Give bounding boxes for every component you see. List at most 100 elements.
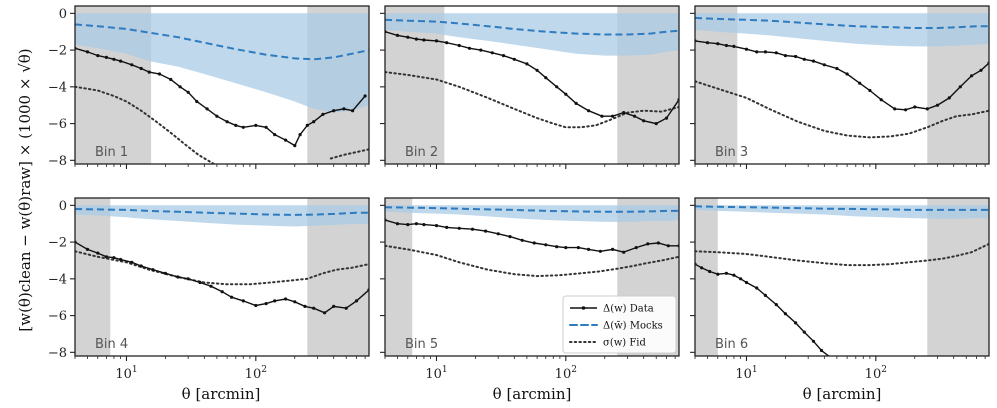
mocks-mean-line: [695, 205, 989, 211]
data-point: [925, 107, 929, 111]
data-point: [732, 273, 736, 277]
data-point: [363, 94, 367, 98]
data-point: [716, 272, 720, 276]
data-point: [230, 295, 234, 299]
data-point: [970, 74, 974, 78]
data-point: [716, 42, 720, 46]
y-tick-label: −4: [48, 272, 67, 287]
data-point: [520, 238, 524, 242]
panel-frame: [694, 5, 990, 165]
data-point: [130, 63, 134, 67]
data-point: [434, 224, 439, 228]
data-point: [264, 302, 268, 306]
data-point: [85, 50, 90, 54]
fiducial-line: [695, 242, 989, 267]
data-point: [555, 245, 559, 249]
data-point: [512, 57, 516, 61]
x-axis-label-col-2: θ [arcmin]: [493, 385, 572, 403]
mocks-scatter-band: [75, 13, 369, 113]
data-point: [732, 44, 736, 49]
data-point: [576, 246, 581, 250]
bin-label: Bin 6: [715, 337, 748, 352]
panel-frame: [74, 5, 370, 165]
data-point: [130, 260, 134, 264]
data-point: [273, 299, 277, 303]
panel-bin-4: 101 102 0 −2 −4 −6 −8 Bin 4: [48, 197, 370, 382]
y-tick-label: −8: [48, 346, 67, 361]
data-point: [298, 133, 302, 137]
fiducial-line: [75, 250, 369, 286]
data-point: [157, 72, 162, 76]
data-point: [700, 266, 704, 270]
data-point: [783, 54, 788, 58]
data-point: [913, 105, 917, 109]
data-point: [395, 222, 400, 226]
data-point: [119, 59, 123, 63]
bin-label: Bin 1: [95, 145, 128, 160]
data-point: [666, 244, 670, 248]
data-point: [422, 223, 426, 227]
mocks-mean-line: [75, 208, 369, 216]
data-point: [332, 109, 336, 113]
mocks-scatter-band: [695, 13, 989, 47]
data-point: [104, 255, 108, 259]
x-tick-label: 101: [115, 365, 137, 382]
data-point: [351, 109, 355, 113]
data-point: [822, 63, 826, 67]
mocks-mean-line: [385, 18, 679, 36]
data-point: [414, 222, 418, 226]
panel-bin-3: Bin 3: [690, 5, 990, 169]
data-point: [186, 90, 190, 94]
data-point: [724, 271, 729, 275]
data-point: [209, 284, 213, 288]
data-point: [811, 59, 816, 63]
y-tick-label: −2: [48, 44, 67, 59]
data-point: [724, 43, 729, 48]
data-point: [708, 269, 712, 274]
data-point: [254, 303, 258, 308]
data-point: [220, 290, 224, 294]
data-point: [241, 125, 245, 129]
fiducial-line: [695, 80, 989, 139]
data-point: [457, 43, 461, 48]
data-point: [273, 133, 277, 137]
data-point: [119, 257, 123, 262]
x-tick-label: 101: [735, 365, 757, 382]
mocks-mean-line: [695, 16, 989, 29]
data-point: [622, 111, 626, 115]
data-point: [544, 243, 548, 247]
data-point: [739, 277, 743, 281]
bin-label: Bin 2: [405, 145, 438, 160]
data-point: [587, 109, 591, 113]
bin-label: Bin 4: [95, 337, 128, 352]
y-tick-label: −6: [48, 117, 67, 132]
y-tick-label: −2: [48, 236, 67, 251]
data-point: [406, 223, 410, 227]
data-point: [508, 235, 512, 239]
data-point: [323, 311, 327, 315]
masked-region-small-scale: [75, 198, 111, 356]
data-line: [385, 31, 679, 125]
x-tick-label: 101: [425, 365, 447, 382]
data-point: [479, 48, 483, 52]
data-point: [332, 304, 336, 308]
data-point: [198, 280, 202, 285]
data-point: [879, 98, 883, 102]
data-point: [241, 299, 245, 303]
data-point: [958, 85, 962, 89]
x-axis-label-col-3: θ [arcmin]: [803, 385, 882, 403]
y-tick-label: −8: [48, 154, 67, 169]
data-point: [344, 306, 348, 310]
y-axis-label: [w(θ)clean − w(θ)raw] × (1000 × √θ): [16, 48, 34, 331]
panel-bin-6: 101 102 Bin 6: [690, 197, 990, 382]
data-point: [467, 46, 472, 50]
bin-label: Bin 3: [715, 145, 748, 160]
data-point: [434, 39, 439, 43]
data-point: [96, 251, 100, 255]
data-point: [656, 241, 661, 245]
x-axis-label-col-1: θ [arcmin]: [182, 385, 261, 403]
legend-entry-mocks: Δ(w̄) Mocks: [603, 321, 663, 332]
data-point: [622, 250, 626, 254]
data-point: [794, 54, 798, 59]
data-point: [947, 96, 951, 100]
